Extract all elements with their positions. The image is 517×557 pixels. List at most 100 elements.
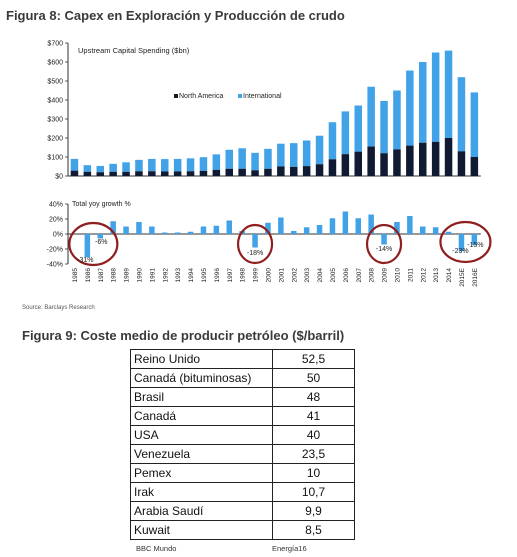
bar-international-2005 — [328, 122, 337, 160]
legend-north-america-label: North America — [179, 93, 223, 100]
y-tick-label: $700 — [47, 41, 63, 48]
growth-bar-1993 — [174, 232, 181, 234]
x-tick-label: 2015E — [459, 267, 466, 286]
x-tick-label: 1992 — [162, 268, 169, 283]
growth-bar-2005 — [329, 218, 336, 234]
growth-bar-2002 — [291, 231, 297, 234]
cost-value-cell: 23,5 — [272, 444, 355, 464]
bar-international-2011 — [406, 70, 414, 146]
table-row: Venezuela 23,5 — [130, 444, 355, 464]
x-tick-label: 2009 — [382, 268, 389, 283]
bar-international-1987 — [96, 165, 104, 173]
bar-north-america-1995 — [199, 170, 208, 176]
bar-north-america-1988 — [109, 171, 117, 176]
growth-bar-1994 — [187, 231, 194, 234]
table-row: Pemex 10 — [130, 463, 355, 483]
growth-bar-2001 — [278, 217, 284, 234]
country-cell: Irak — [130, 482, 273, 502]
growth-bar-1992 — [162, 232, 168, 234]
cost-value-cell: 40 — [272, 425, 355, 445]
growth-bar-1989 — [123, 226, 129, 234]
bar-international-1996 — [212, 154, 221, 170]
bar-international-1991 — [148, 158, 156, 172]
x-tick-label: 1994 — [188, 268, 195, 283]
bar-north-america-2016E — [470, 157, 479, 176]
cost-value-cell: 10,7 — [272, 482, 355, 502]
bar-north-america-2000 — [264, 168, 272, 176]
bar-international-2003 — [302, 140, 311, 167]
cost-value-cell: 10 — [272, 463, 355, 483]
bar-north-america-1985 — [70, 170, 79, 176]
bar-international-2001 — [277, 143, 285, 167]
growth-bar-1991 — [149, 226, 155, 234]
bar-north-america-2013 — [431, 141, 440, 176]
x-tick-label: 2000 — [265, 268, 272, 283]
table-row: Brasil 48 — [130, 387, 355, 407]
legend-international-label: International — [243, 93, 282, 100]
annotation-1999: -18% — [247, 250, 263, 257]
growth-bar-1988 — [110, 221, 116, 234]
country-cell: Arabia Saudí — [130, 501, 273, 521]
x-tick-label: 2002 — [291, 268, 298, 283]
legend-north-america-swatch — [174, 94, 178, 98]
y-tick-label: $0 — [55, 174, 63, 181]
x-tick-label: 2011 — [407, 268, 414, 282]
annotation-1986: -31% — [77, 257, 93, 264]
table-row: Kuwait 8,5 — [130, 520, 355, 540]
bar-international-1993 — [173, 158, 182, 172]
bar-international-1989 — [122, 162, 130, 172]
bar-international-2002 — [290, 143, 298, 167]
bar-international-2007 — [354, 105, 362, 152]
bar-north-america-2011 — [406, 145, 414, 176]
bar-north-america-2007 — [354, 151, 362, 176]
growth-bar-2008 — [368, 214, 374, 234]
bar-north-america-2003 — [302, 166, 311, 176]
table-row: USA 40 — [130, 425, 355, 445]
x-tick-label: 2007 — [356, 268, 363, 283]
growth-bar-2006 — [342, 211, 349, 234]
annotation-2016E: -15% — [467, 242, 483, 249]
table-row: Canadá (bituminosas) 50 — [130, 368, 355, 388]
x-tick-label: 2008 — [369, 268, 376, 283]
country-cell: Reino Unido — [130, 349, 273, 369]
cost-value-cell: 52,5 — [272, 349, 355, 369]
bar-north-america-2008 — [367, 146, 375, 176]
growth-y-tick-label: 0% — [53, 232, 63, 239]
table-row: Canadá 41 — [130, 406, 355, 426]
x-tick-label: 1999 — [253, 268, 260, 283]
bar-international-1988 — [109, 163, 117, 172]
table-row: Reino Unido 52,5 — [130, 349, 355, 369]
bar-international-1995 — [199, 157, 208, 171]
x-tick-label: 2012 — [420, 268, 427, 283]
bar-north-america-2004 — [315, 164, 324, 176]
x-tick-label: 2016E — [472, 267, 479, 286]
growth-bar-1990 — [136, 222, 142, 234]
y-tick-label: $300 — [47, 117, 63, 124]
cost-value-cell: 48 — [272, 387, 355, 407]
footer-right: Energía16 — [272, 544, 307, 553]
x-tick-label: 2006 — [343, 268, 350, 283]
bar-international-1990 — [135, 159, 143, 172]
bar-north-america-1999 — [251, 170, 259, 176]
bar-north-america-1998 — [238, 168, 246, 176]
growth-bar-1999 — [252, 234, 258, 248]
y-tick-label: $100 — [47, 155, 63, 162]
footer-left: BBC Mundo — [136, 544, 177, 553]
x-tick-label: 2001 — [278, 268, 285, 283]
cost-table: Reino Unido 52,5 Canadá (bituminosas) 50 Bra… — [130, 349, 355, 540]
bar-international-1999 — [251, 152, 259, 171]
growth-bar-2003 — [303, 227, 310, 234]
bar-north-america-2002 — [290, 166, 298, 176]
x-tick-label: 1990 — [136, 268, 143, 283]
growth-bar-2004 — [316, 225, 323, 234]
bar-international-2010 — [393, 90, 401, 150]
growth-bar-2013 — [432, 227, 439, 234]
bar-north-america-1996 — [212, 169, 221, 176]
x-tick-label: 1989 — [124, 268, 131, 283]
bar-north-america-1986 — [83, 171, 92, 176]
x-tick-label: 1996 — [214, 268, 221, 283]
growth-bar-1987 — [97, 234, 103, 239]
growth-bar-2009 — [381, 234, 387, 245]
growth-bar-2012 — [420, 226, 426, 234]
bar-international-1994 — [186, 158, 195, 172]
